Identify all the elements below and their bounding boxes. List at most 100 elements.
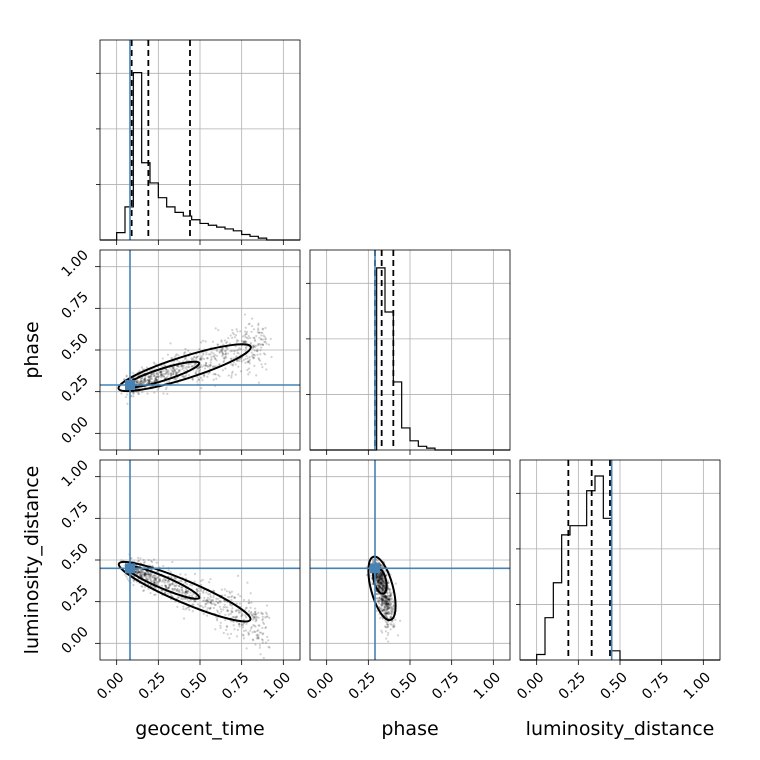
scatter-point: [180, 586, 184, 589]
scatter-point: [195, 357, 198, 360]
scatter-point: [390, 597, 394, 600]
scatter-point: [184, 590, 188, 593]
scatter-point: [378, 579, 381, 582]
scatter-point: [378, 585, 381, 588]
scatter-point: [202, 612, 205, 615]
scatter-point: [389, 592, 392, 595]
scatter-point: [378, 575, 382, 578]
scatter-point: [188, 366, 191, 369]
scatter-point: [379, 578, 382, 581]
scatter-point: [224, 613, 227, 616]
scatter-point: [187, 365, 190, 369]
scatter-point: [387, 602, 390, 606]
scatter-point: [175, 371, 178, 375]
scatter-point: [247, 323, 250, 326]
scatter-point: [193, 580, 196, 583]
scatter-point: [149, 377, 153, 380]
scatter-point: [190, 365, 194, 368]
scatter-point: [219, 601, 222, 604]
scatter-point: [378, 577, 382, 580]
scatter-point: [380, 582, 383, 585]
scatter-point: [246, 357, 249, 360]
scatter-point: [385, 596, 388, 599]
scatter-point: [179, 369, 182, 372]
scatter-point: [232, 357, 235, 360]
scatter-point: [383, 596, 386, 599]
scatter-point: [155, 582, 159, 586]
scatter-point: [228, 636, 231, 640]
scatter-point: [383, 585, 387, 589]
scatter-point: [264, 611, 268, 614]
scatter-point: [219, 624, 222, 627]
scatter-point: [141, 572, 144, 575]
scatter-point: [161, 357, 164, 360]
scatter-point: [202, 373, 205, 376]
scatter-point: [379, 573, 382, 576]
scatter-point: [195, 595, 199, 598]
scatter-point: [267, 639, 270, 642]
scatter-point: [381, 578, 384, 581]
scatter-point: [160, 372, 163, 375]
scatter-point: [185, 365, 188, 368]
scatter-point: [212, 599, 215, 602]
scatter-point: [252, 356, 256, 359]
scatter-point: [380, 606, 383, 610]
scatter-point: [389, 601, 392, 604]
scatter-point: [380, 573, 383, 577]
scatter-point: [143, 378, 146, 382]
scatter-point: [252, 336, 255, 339]
scatter-point: [167, 587, 170, 590]
scatter-point: [149, 575, 152, 578]
scatter-point: [247, 610, 251, 613]
scatter-point: [386, 621, 389, 624]
scatter-point: [245, 647, 248, 650]
scatter-point: [381, 580, 384, 583]
scatter-point: [375, 577, 378, 580]
scatter-point: [390, 613, 393, 616]
scatter-point: [221, 352, 225, 355]
scatter-point: [381, 584, 384, 588]
scatter-point: [392, 626, 395, 629]
scatter-point: [385, 600, 388, 603]
scatter-point: [385, 608, 388, 611]
scatter-point: [177, 590, 180, 593]
scatter-point: [237, 611, 241, 614]
scatter-point: [266, 615, 269, 618]
scatter-point: [376, 583, 380, 587]
scatter-point: [234, 616, 237, 619]
scatter-point: [383, 602, 386, 606]
scatter-point: [385, 608, 388, 612]
scatter-point: [169, 583, 172, 586]
scatter-point: [171, 366, 174, 369]
scatter-point: [256, 635, 259, 638]
scatter-point: [387, 610, 391, 614]
scatter-point: [172, 583, 175, 587]
scatter-point: [384, 585, 387, 588]
scatter-point: [245, 607, 248, 610]
scatter-point: [206, 602, 209, 605]
scatter-point: [389, 628, 392, 631]
scatter-point: [219, 348, 223, 351]
scatter-point: [388, 612, 391, 615]
scatter-point: [135, 379, 138, 382]
scatter-point: [387, 597, 391, 601]
scatter-point: [386, 598, 390, 601]
scatter-point: [180, 597, 183, 600]
scatter-point: [385, 573, 388, 576]
scatter-point: [247, 633, 250, 636]
scatter-point: [195, 588, 198, 591]
scatter-point: [235, 328, 238, 331]
scatter-point: [386, 602, 389, 605]
scatter-point: [212, 594, 215, 597]
scatter-point: [377, 593, 380, 596]
scatter-point: [162, 580, 165, 583]
scatter-point: [184, 367, 187, 370]
scatter-point: [253, 346, 257, 349]
scatter-point: [185, 374, 188, 377]
scatter-point: [377, 575, 380, 578]
scatter-point: [251, 614, 254, 617]
scatter-point: [239, 330, 242, 333]
scatter-point: [261, 618, 264, 622]
scatter-point: [153, 558, 156, 561]
scatter-point: [237, 339, 240, 342]
